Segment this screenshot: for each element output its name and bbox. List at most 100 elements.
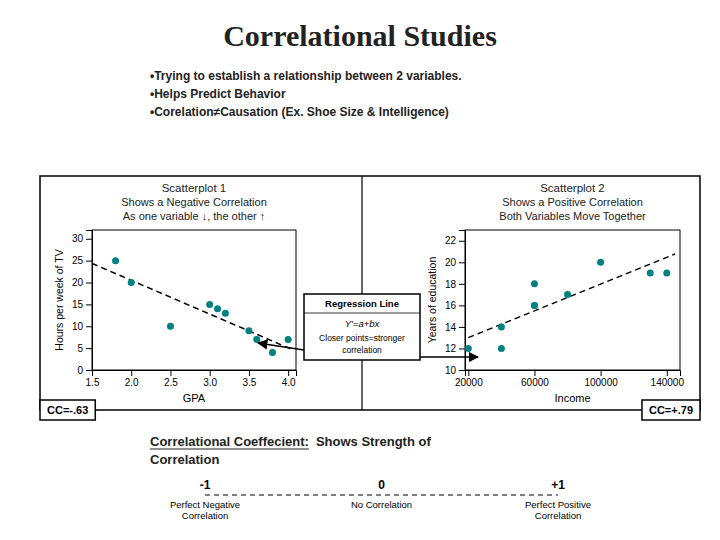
y-tick: 30 [72, 233, 92, 244]
y-tick: 20 [445, 257, 465, 268]
y-tick-mark [86, 239, 92, 240]
coefficient-box: CC=+.79 [642, 400, 700, 420]
scatter-point [269, 349, 276, 356]
coefficient-note: Shows Strength of [316, 434, 432, 449]
plot-area [465, 254, 675, 352]
y-tick-mark [459, 348, 465, 349]
y-tick-label: 22 [445, 235, 457, 246]
y-tick-mark [86, 348, 92, 349]
regression-box-text: Closer points=stronger [319, 333, 405, 343]
panel-subtitle: Shows a Positive Correlation [502, 196, 643, 208]
x-tick-mark [288, 370, 289, 376]
x-tick: 3.5 [242, 370, 256, 388]
y-tick: 14 [445, 322, 465, 333]
scatter-point [245, 327, 252, 334]
x-axis-title: GPA [183, 392, 206, 404]
x-tick-label: 2.5 [164, 377, 178, 388]
plot-background [92, 230, 296, 370]
y-tick-label: 18 [445, 279, 457, 290]
y-tick-mark [459, 284, 465, 285]
coefficient-box: CC=-.63 [40, 400, 95, 420]
panel-subtitle: Shows a Negative Correlation [121, 196, 267, 208]
regression-line [92, 263, 292, 349]
scatter-panel: 1.52.02.53.03.54.0051015202530Scatterplo… [40, 182, 297, 420]
y-tick-label: 0 [77, 365, 83, 376]
y-tick-mark [86, 326, 92, 327]
x-tick-mark [170, 370, 171, 376]
x-tick: 140000 [651, 370, 685, 388]
panel-subtitle: Both Variables Move Together [499, 210, 646, 222]
x-tick-mark [131, 370, 132, 376]
panel-subtitle: As one variable ↓, the other ↑ [123, 210, 265, 222]
x-tick-label: 60000 [521, 377, 549, 388]
coefficient-note: Correlation [150, 452, 219, 467]
title: Correlational Studies [223, 19, 497, 52]
coefficient-label: CC=+.79 [649, 404, 693, 416]
scale-caption: Perfect Positive [525, 499, 591, 510]
regression-line [468, 254, 675, 338]
y-tick: 25 [72, 255, 92, 266]
x-tick-label: 3.5 [242, 377, 256, 388]
panel-title: Scatterplot 1 [162, 182, 227, 194]
scatter-point [531, 280, 538, 287]
y-tick: 0 [77, 365, 92, 376]
x-tick-mark [468, 370, 469, 376]
regression-box-text: Y'=a+bx [345, 318, 381, 329]
scatter-panel: 200006000010000014000010121416182022Scat… [426, 182, 700, 420]
scatter-point [112, 257, 119, 264]
y-tick-label: 10 [445, 365, 457, 376]
scatter-point [253, 336, 260, 343]
y-tick: 12 [445, 343, 465, 354]
y-axis: 10 12 14 16 18 20 22 [445, 231, 466, 376]
x-tick: 2.5 [164, 370, 178, 388]
y-tick-mark [459, 241, 465, 242]
y-axis: 051015202530 [72, 231, 93, 376]
scatter-point [214, 305, 221, 312]
scatter-point [597, 259, 604, 266]
x-tick: 4.0 [282, 370, 296, 388]
scale-caption: Perfect Negative [170, 499, 240, 510]
scale-label: +1 [551, 478, 565, 492]
y-tick: 20 [72, 277, 92, 288]
scatter-point [647, 270, 654, 277]
scale-label: 0 [378, 478, 385, 492]
y-tick: 16 [445, 300, 465, 311]
plot-area [92, 257, 292, 356]
scatter-point [128, 279, 135, 286]
y-tick: 18 [445, 279, 465, 290]
x-tick: 3.0 [203, 370, 217, 388]
y-tick-label: 25 [72, 255, 84, 266]
y-tick: 15 [72, 299, 92, 310]
y-tick-label: 16 [445, 300, 457, 311]
x-axis-line [466, 371, 681, 377]
bullet: •Helps Predict Behavior [150, 87, 286, 101]
y-tick-mark [86, 261, 92, 262]
x-tick: 100000 [584, 370, 618, 388]
scale-caption: Correlation [182, 510, 228, 521]
x-tick-mark [601, 370, 602, 376]
plot-frame [92, 230, 296, 370]
infographic: Correlational Studies•Trying to establis… [0, 0, 720, 540]
scatter-point [285, 336, 292, 343]
y-tick-mark [86, 304, 92, 305]
regression-box-text: correlation [342, 345, 382, 355]
x-tick-mark [210, 370, 211, 376]
y-tick-mark [459, 305, 465, 306]
x-tick: 60000 [521, 370, 549, 388]
x-tick-label: 4.0 [282, 377, 296, 388]
y-tick-label: 30 [72, 233, 84, 244]
x-tick-mark [249, 370, 250, 376]
x-axis-title: Income [554, 392, 590, 404]
scatter-point [167, 323, 174, 330]
scale-label: -1 [200, 478, 211, 492]
coefficient-label: CC=-.63 [47, 404, 88, 416]
scatter-point [498, 323, 505, 330]
plot-frame [465, 230, 680, 370]
y-tick-label: 5 [77, 343, 83, 354]
y-tick: 10 [445, 365, 465, 376]
y-tick-label: 20 [72, 277, 84, 288]
y-tick: 22 [445, 235, 465, 246]
y-tick-mark [86, 370, 92, 371]
x-tick: 20000 [455, 370, 483, 388]
x-tick-mark [667, 370, 668, 376]
